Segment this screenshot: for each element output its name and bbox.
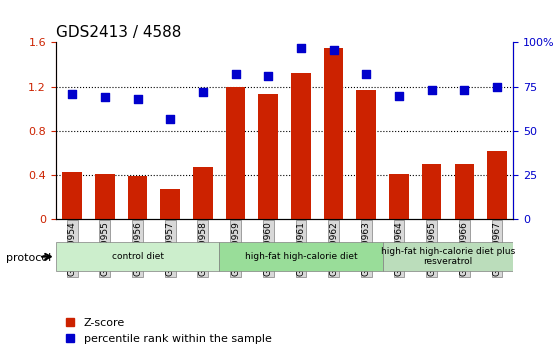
Point [231, 72, 240, 77]
Text: GDS2413 / 4588: GDS2413 / 4588 [56, 25, 181, 40]
Point [68, 91, 76, 97]
Point [493, 84, 502, 90]
Bar [357, 90, 376, 219]
Bar [62, 172, 82, 219]
Point [166, 116, 175, 121]
Point [296, 45, 305, 51]
Point [395, 93, 403, 98]
Bar [389, 174, 409, 219]
Point [264, 73, 273, 79]
Point [362, 72, 371, 77]
Bar [95, 174, 114, 219]
Point [427, 87, 436, 93]
Bar [291, 74, 311, 219]
Point [460, 87, 469, 93]
Legend: Z-score, percentile rank within the sample: Z-score, percentile rank within the samp… [61, 314, 276, 348]
FancyBboxPatch shape [383, 242, 513, 271]
Text: high-fat high-calorie diet plus
resveratrol: high-fat high-calorie diet plus resverat… [381, 247, 515, 266]
Bar [258, 95, 278, 219]
Point [100, 95, 109, 100]
Point [329, 47, 338, 52]
Point [133, 96, 142, 102]
Bar [193, 167, 213, 219]
Bar [160, 188, 180, 219]
Text: protocol: protocol [6, 253, 51, 263]
Bar [128, 176, 147, 219]
Point [199, 89, 208, 95]
Bar [487, 151, 507, 219]
Bar [324, 48, 343, 219]
Bar [422, 164, 441, 219]
Text: high-fat high-calorie diet: high-fat high-calorie diet [244, 252, 357, 261]
Bar [226, 87, 246, 219]
Text: control diet: control diet [112, 252, 163, 261]
FancyBboxPatch shape [219, 242, 383, 271]
FancyBboxPatch shape [56, 242, 219, 271]
Bar [455, 164, 474, 219]
